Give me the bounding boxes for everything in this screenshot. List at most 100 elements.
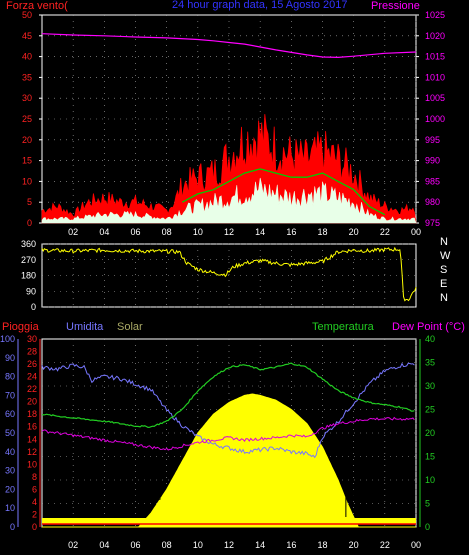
wind-tick-label: 50 [22, 10, 32, 20]
humidity-axis-title: Umidita [66, 321, 104, 333]
gust-series [41, 114, 417, 224]
rain-tick-label: 22 [27, 384, 37, 394]
rain-tick-label: 18 [27, 409, 37, 419]
rain-tick-label: 20 [27, 397, 37, 407]
rain-tick-label: 24 [27, 372, 37, 382]
avg-wind-series [181, 168, 386, 216]
wind-tick-label: 10 [22, 176, 32, 186]
hour-tick-label: 02 [68, 227, 78, 237]
humidity-tick-label: 50 [5, 428, 15, 438]
humidity-series [41, 362, 415, 459]
humidity-tick-label: 70 [5, 390, 15, 400]
humidity-tick-label: 0 [10, 522, 15, 532]
dewpoint-series [41, 416, 415, 451]
hour-tick-label: 18 [317, 540, 327, 550]
direction-tick-label: 90 [26, 286, 36, 296]
wind-tick-label: 30 [22, 93, 32, 103]
hour-tick-label: 22 [380, 540, 390, 550]
pressure-tick-label: 1020 [425, 31, 445, 41]
wind-direction-series [41, 246, 417, 302]
hour-tick-label: 12 [224, 227, 234, 237]
solar-axis-title: Solar [117, 321, 143, 333]
direction-tick-label: 270 [21, 255, 36, 265]
wind-tick-label: 5 [27, 197, 32, 207]
humidity-tick-label: 40 [5, 447, 15, 457]
rain-tick-label: 0 [32, 522, 37, 532]
humidity-tick-label: 60 [5, 409, 15, 419]
hour-tick-label: 08 [162, 540, 172, 550]
sunrise-annotation: Sun Rise [121, 492, 162, 503]
humidity-tick-label: 20 [5, 484, 15, 494]
wind-tick-label: 40 [22, 52, 32, 62]
rain-tick-label: 12 [27, 447, 37, 457]
wind-tick-label: 0 [27, 218, 32, 228]
rain-tick-label: 26 [27, 359, 37, 369]
hour-tick-label: 20 [349, 540, 359, 550]
temperature-tick-label: 35 [425, 358, 435, 368]
compass-label: E [440, 278, 447, 290]
hour-tick-label: 12 [224, 540, 234, 550]
pressure-tick-label: 1025 [425, 10, 445, 20]
temperature-tick-label: 20 [425, 428, 435, 438]
rain-tick-label: 4 [32, 497, 37, 507]
hour-tick-label: 14 [255, 540, 265, 550]
pressure-tick-label: 985 [425, 176, 440, 186]
temperature-tick-label: 40 [425, 334, 435, 344]
pressure-axis-title: Pressione [371, 0, 420, 12]
pressure-tick-label: 990 [425, 156, 440, 166]
rain-axis-title: Pioggia [2, 321, 39, 333]
hour-tick-label: 10 [193, 540, 203, 550]
compass-label: N [440, 236, 448, 248]
hour-tick-label: 00 [411, 227, 421, 237]
rain-tick-label: 10 [27, 459, 37, 469]
temperature-tick-label: 0 [425, 522, 430, 532]
humidity-tick-label: 100 [0, 334, 15, 344]
direction-tick-label: 360 [21, 239, 36, 249]
pressure-tick-label: 995 [425, 135, 440, 145]
temperature-tick-label: 30 [425, 381, 435, 391]
hour-tick-label: 04 [99, 227, 109, 237]
dewpoint-axis-title: Dew Point (°C) [392, 321, 465, 333]
hour-tick-label: 02 [68, 540, 78, 550]
temperature-tick-label: 25 [425, 405, 435, 415]
hour-tick-label: 08 [162, 227, 172, 237]
pressure-tick-label: 1015 [425, 52, 445, 62]
hour-tick-label: 18 [317, 227, 327, 237]
wind-tick-label: 15 [22, 156, 32, 166]
hour-tick-label: 04 [99, 540, 109, 550]
chart-title: 24 hour graph data, 15 Agosto 2017 [172, 0, 348, 11]
wind-tick-label: 20 [22, 135, 32, 145]
temperature-tick-label: 10 [425, 475, 435, 485]
temperature-tick-label: 15 [425, 452, 435, 462]
rain-tick-label: 16 [27, 422, 37, 432]
pressure-tick-label: 980 [425, 197, 440, 207]
hour-tick-label: 10 [193, 227, 203, 237]
hour-tick-label: 16 [286, 540, 296, 550]
rain-tick-label: 8 [32, 472, 37, 482]
compass-label: N [440, 292, 448, 304]
hour-tick-label: 22 [380, 227, 390, 237]
humidity-tick-label: 30 [5, 466, 15, 476]
compass-label: S [440, 264, 447, 276]
hour-tick-label: 00 [411, 540, 421, 550]
wind-tick-label: 25 [22, 114, 32, 124]
temperature-series [41, 362, 415, 429]
direction-tick-label: 0 [31, 302, 36, 312]
pressure-tick-label: 1000 [425, 114, 445, 124]
solar-series [42, 393, 416, 528]
rain-tick-label: 14 [27, 434, 37, 444]
solar-baseline [42, 518, 416, 524]
pressure-tick-label: 1010 [425, 72, 445, 82]
hour-tick-label: 20 [349, 227, 359, 237]
rain-tick-label: 30 [27, 334, 37, 344]
wind-axis-title: Forza vento( [6, 0, 68, 12]
rain-tick-label: 2 [32, 509, 37, 519]
hour-tick-label: 06 [130, 227, 140, 237]
pressure-series [41, 33, 417, 59]
direction-tick-label: 180 [21, 271, 36, 281]
rain-tick-label: 6 [32, 484, 37, 494]
compass-label: W [440, 250, 451, 262]
hour-tick-label: 06 [130, 540, 140, 550]
wind-tick-label: 45 [22, 31, 32, 41]
temperature-axis-title: Temperatura [312, 321, 374, 333]
